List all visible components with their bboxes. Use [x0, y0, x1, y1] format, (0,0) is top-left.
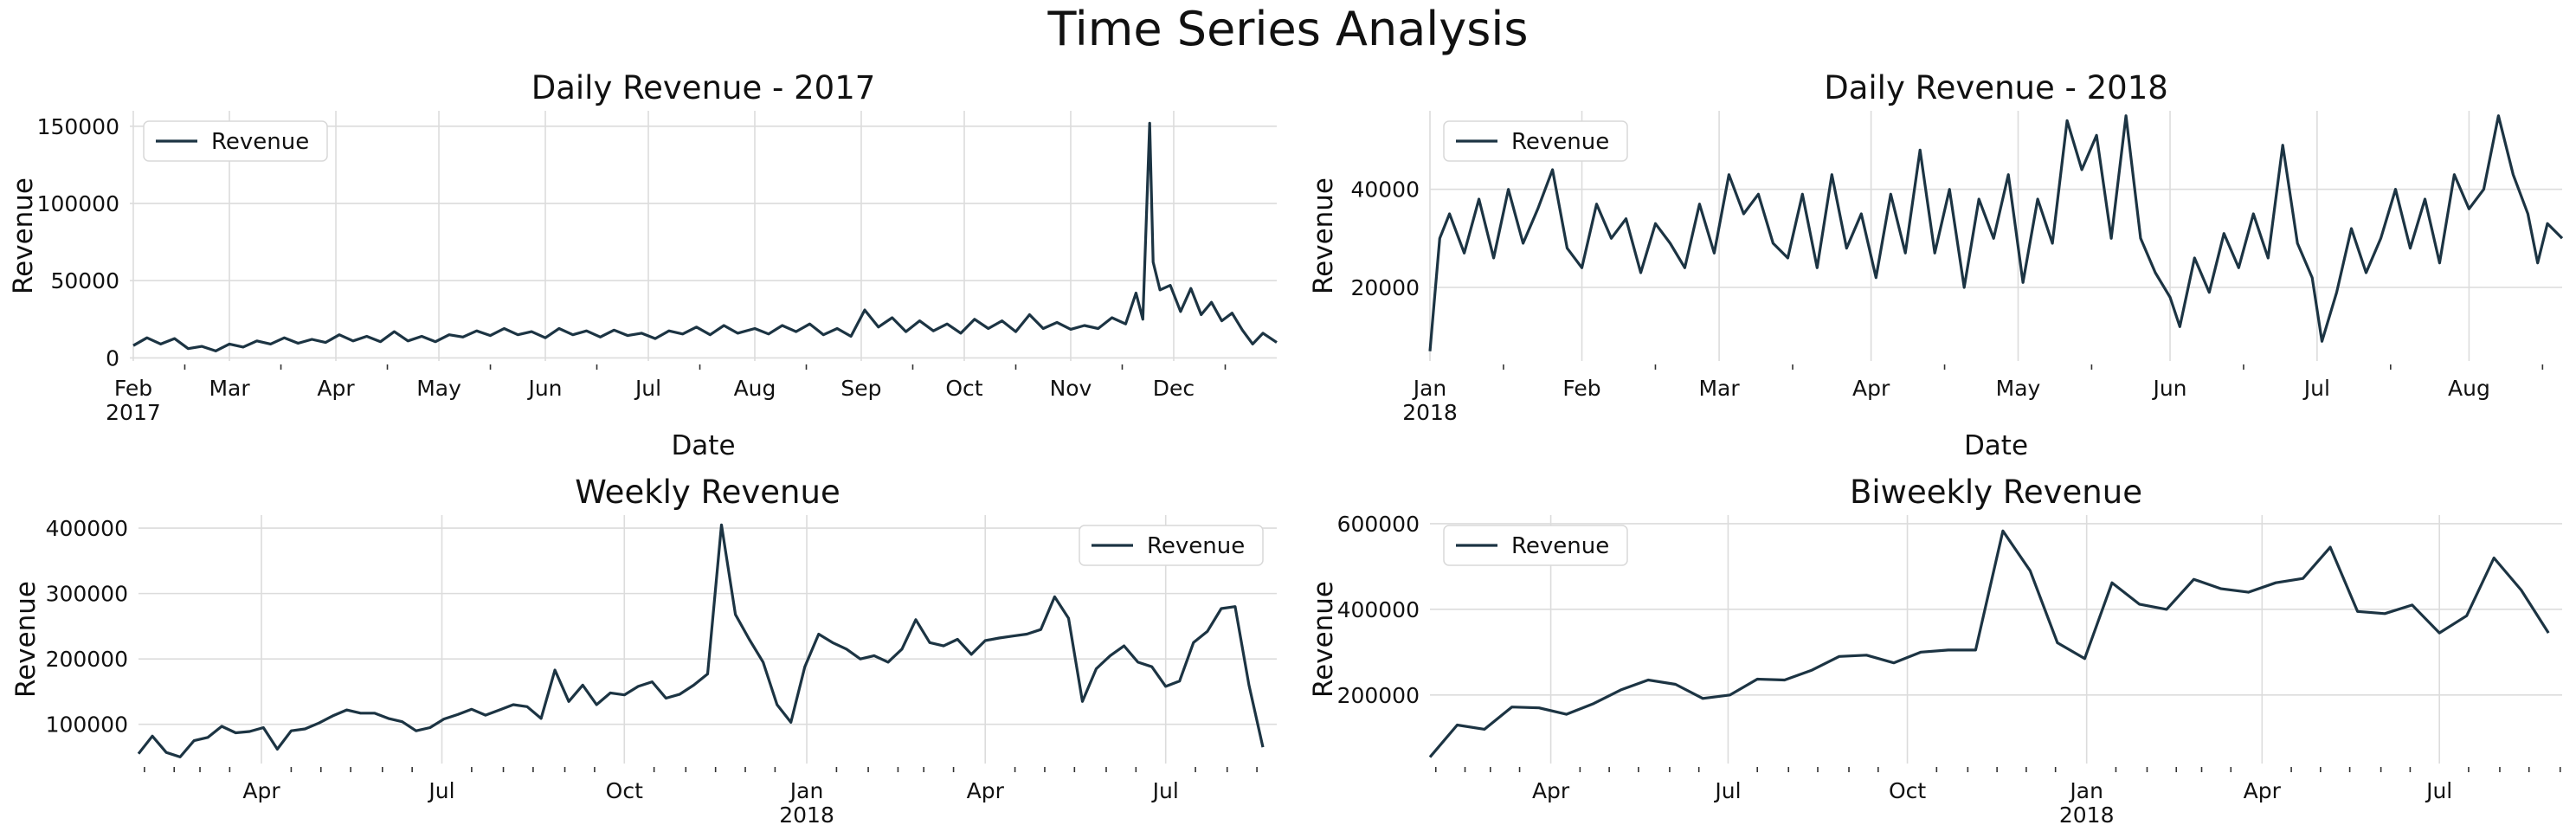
series-line-revenue — [132, 121, 1278, 352]
x-tick-label: May — [416, 376, 461, 401]
y-tick-label: 600000 — [1337, 512, 1420, 537]
x-tick-label: Jul — [427, 778, 454, 803]
legend-box — [1443, 120, 1628, 162]
chart-weekly: 100000 200000 300000 400000 Apr Jul Oct Jan2018… — [10, 474, 1277, 825]
y-tick-label: 400000 — [46, 516, 128, 541]
x-tick-label: Jun — [2151, 376, 2186, 401]
x-tick-label: Mar — [209, 376, 250, 401]
x-axis-label: Date — [671, 430, 735, 461]
x-tick-label: Feb — [114, 376, 152, 401]
x-tick-label: Oct — [606, 778, 643, 803]
y-tick-label: 0 — [106, 345, 119, 371]
legend-label: Revenue — [211, 129, 309, 155]
y-tick-label: 300000 — [46, 582, 128, 607]
legend-box — [1443, 525, 1628, 566]
x-tick-sublabel: 2018 — [1402, 400, 1458, 425]
x-axis-label: Date — [1964, 430, 2028, 461]
x-tick-sublabel: 2017 — [106, 400, 161, 425]
x-tick-label: Apr — [967, 778, 1005, 803]
x-tick-sublabel: 2018 — [779, 802, 834, 825]
y-tick-label: 200000 — [46, 647, 128, 672]
series-line-revenue — [137, 523, 1265, 758]
y-tick-label: 100000 — [37, 191, 119, 216]
x-tick-label: Jul — [1151, 778, 1179, 803]
chart-title: Daily Revenue - 2017 — [531, 69, 876, 106]
y-tick-label: 100000 — [46, 712, 128, 738]
chart-title: Weekly Revenue — [575, 474, 840, 511]
x-tick-label: Apr — [2244, 778, 2282, 803]
x-tick-label: Mar — [1698, 376, 1740, 401]
x-tick-label: Sep — [840, 376, 881, 401]
x-tick-sublabel: 2018 — [2059, 802, 2115, 825]
legend: Revenue — [1079, 525, 1264, 566]
chart-title: Biweekly Revenue — [1850, 474, 2142, 511]
x-tick-label: Jan — [789, 778, 824, 803]
legend: Revenue — [143, 120, 328, 162]
x-tick-label: May — [1996, 376, 2041, 401]
x-tick-label: Apr — [1532, 778, 1570, 803]
y-tick-label: 50000 — [50, 268, 119, 293]
series-line-revenue — [1428, 529, 2550, 758]
x-tick-label: Jun — [526, 376, 562, 401]
x-tick-label: Apr — [1852, 376, 1890, 401]
y-axis-label: Revenue — [8, 177, 39, 294]
legend-label: Revenue — [1147, 533, 1245, 559]
legend: Revenue — [1443, 525, 1628, 566]
x-tick-label: Oct — [945, 376, 982, 401]
x-tick-label: Jul — [2302, 376, 2330, 401]
y-axis-label: Revenue — [1308, 581, 1339, 698]
x-tick-label: Apr — [317, 376, 355, 401]
x-tick-label: Jan — [1412, 376, 1447, 401]
legend-box — [1079, 525, 1264, 566]
x-tick-label: Jul — [634, 376, 661, 401]
y-axis-label: Revenue — [1308, 177, 1339, 294]
x-tick-label: Jul — [2425, 778, 2452, 803]
y-tick-label: 400000 — [1337, 597, 1420, 622]
y-tick-label: 150000 — [37, 114, 119, 139]
x-tick-label: Aug — [2448, 376, 2490, 401]
legend-box — [143, 120, 328, 162]
legend-label: Revenue — [1511, 129, 1609, 155]
series-line-revenue — [1428, 114, 2564, 351]
x-tick-label: Oct — [1889, 778, 1926, 803]
x-tick-label: Jul — [1713, 778, 1741, 803]
y-tick-label: 40000 — [1350, 177, 1420, 203]
x-tick-label: Jan — [2068, 778, 2103, 803]
x-tick-label: Nov — [1050, 376, 1092, 401]
x-tick-label: Apr — [242, 778, 280, 803]
chart-title: Daily Revenue - 2018 — [1824, 69, 2168, 106]
x-tick-label: Dec — [1153, 376, 1195, 401]
legend: Revenue — [1443, 120, 1628, 162]
legend-label: Revenue — [1511, 533, 1609, 559]
y-tick-label: 20000 — [1350, 275, 1420, 300]
y-axis-label: Revenue — [10, 581, 42, 698]
x-tick-label: Aug — [734, 376, 776, 401]
y-tick-label: 200000 — [1337, 683, 1420, 708]
figure-title: Time Series Analysis — [1046, 2, 1528, 56]
x-tick-label: Feb — [1562, 376, 1600, 401]
